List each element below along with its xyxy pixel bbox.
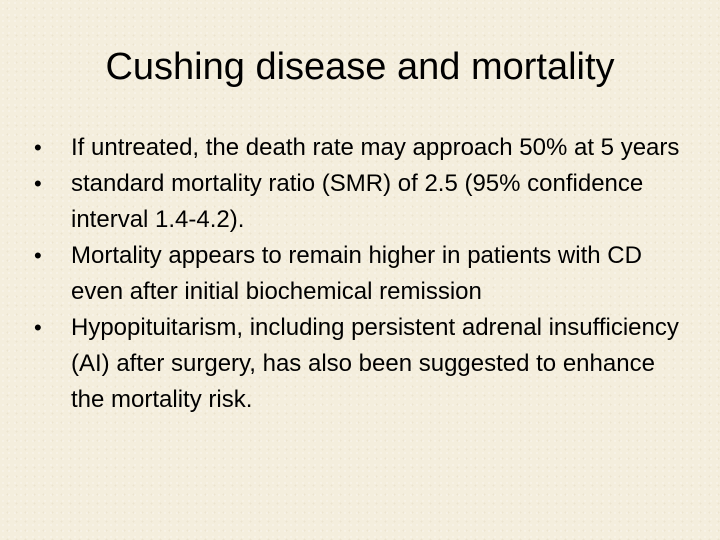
- bullet-icon: •: [34, 135, 42, 160]
- bullet-item-hypopituitarism: • Hypopituitarism, including persistent …: [34, 310, 694, 418]
- slide-title: Cushing disease and mortality: [105, 46, 615, 88]
- bullet-text: Mortality appears to remain higher in pa…: [71, 242, 642, 305]
- bullet-text: standard mortality ratio (SMR) of 2.5 (9…: [71, 170, 644, 233]
- bullet-item-smr: • standard mortality ratio (SMR) of 2.5 …: [34, 166, 694, 238]
- bullet-list: • If untreated, the death rate may appro…: [34, 130, 694, 418]
- bullet-icon: •: [34, 315, 42, 340]
- bullet-item-mortality-after-remission: • Mortality appears to remain higher in …: [34, 238, 694, 310]
- bullet-text: Hypopituitarism, including persistent ad…: [71, 314, 679, 413]
- bullet-item-untreated-death-rate: • If untreated, the death rate may appro…: [34, 130, 694, 166]
- bullet-icon: •: [34, 243, 42, 268]
- bullet-text: If untreated, the death rate may approac…: [71, 134, 680, 161]
- bullet-icon: •: [34, 171, 42, 196]
